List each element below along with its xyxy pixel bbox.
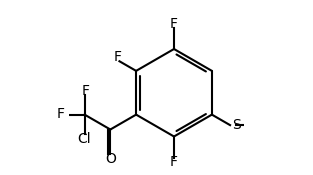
Text: O: O <box>105 152 116 166</box>
Text: F: F <box>113 50 121 64</box>
Text: S: S <box>232 118 241 132</box>
Text: F: F <box>81 84 90 98</box>
Text: Cl: Cl <box>77 132 90 146</box>
Text: F: F <box>56 107 64 121</box>
Text: F: F <box>170 17 178 31</box>
Text: F: F <box>170 155 178 169</box>
